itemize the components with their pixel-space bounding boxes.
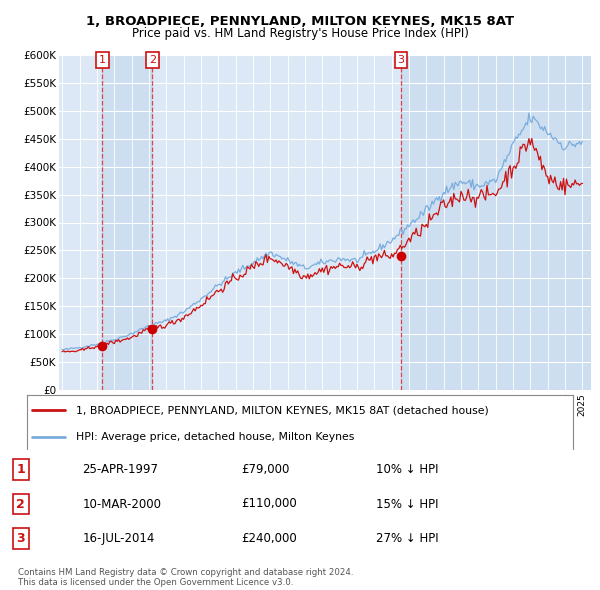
Text: Contains HM Land Registry data © Crown copyright and database right 2024.
This d: Contains HM Land Registry data © Crown c… xyxy=(18,568,353,587)
Text: 1: 1 xyxy=(99,55,106,65)
Text: 2: 2 xyxy=(149,55,156,65)
Text: £79,000: £79,000 xyxy=(241,463,290,476)
Text: Price paid vs. HM Land Registry's House Price Index (HPI): Price paid vs. HM Land Registry's House … xyxy=(131,27,469,40)
Text: 1: 1 xyxy=(16,463,25,476)
Text: 16-JUL-2014: 16-JUL-2014 xyxy=(82,532,155,545)
Text: 2: 2 xyxy=(16,497,25,510)
Text: 10-MAR-2000: 10-MAR-2000 xyxy=(82,497,161,510)
Text: 27% ↓ HPI: 27% ↓ HPI xyxy=(376,532,439,545)
Text: 3: 3 xyxy=(16,532,25,545)
Text: £240,000: £240,000 xyxy=(241,532,297,545)
Text: 1, BROADPIECE, PENNYLAND, MILTON KEYNES, MK15 8AT (detached house): 1, BROADPIECE, PENNYLAND, MILTON KEYNES,… xyxy=(76,405,489,415)
Text: £110,000: £110,000 xyxy=(241,497,297,510)
Bar xyxy=(103,55,152,390)
Text: 25-APR-1997: 25-APR-1997 xyxy=(82,463,158,476)
Text: HPI: Average price, detached house, Milton Keynes: HPI: Average price, detached house, Milt… xyxy=(76,432,355,441)
Text: 15% ↓ HPI: 15% ↓ HPI xyxy=(376,497,439,510)
Text: 3: 3 xyxy=(398,55,404,65)
Text: 1, BROADPIECE, PENNYLAND, MILTON KEYNES, MK15 8AT: 1, BROADPIECE, PENNYLAND, MILTON KEYNES,… xyxy=(86,15,514,28)
Bar xyxy=(401,55,591,390)
Text: 10% ↓ HPI: 10% ↓ HPI xyxy=(376,463,439,476)
